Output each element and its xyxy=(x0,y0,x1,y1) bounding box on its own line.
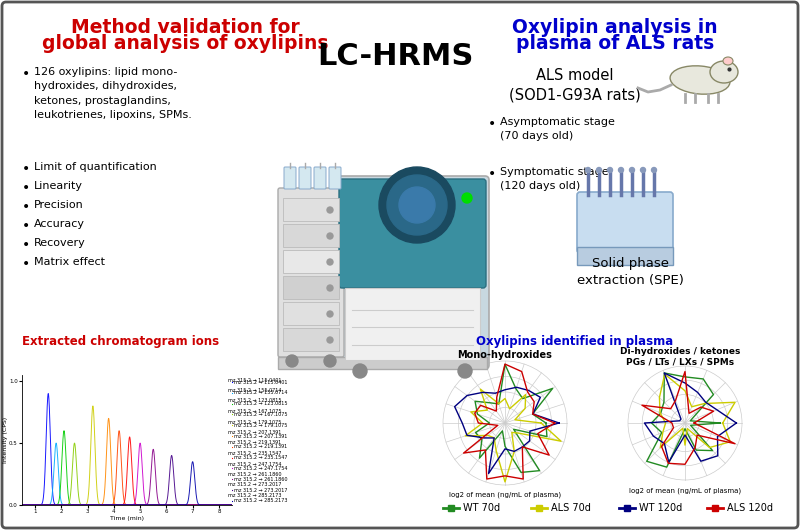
FancyBboxPatch shape xyxy=(329,167,341,189)
Text: Oxylipin analysis in: Oxylipin analysis in xyxy=(512,18,718,37)
Circle shape xyxy=(379,167,455,243)
Text: WT 70d: WT 70d xyxy=(463,503,500,513)
Text: mz 315.2 → 247.1754: mz 315.2 → 247.1754 xyxy=(234,466,287,471)
Text: mz 315.2 → 155.0714: mz 315.2 → 155.0714 xyxy=(228,388,282,393)
Text: mz 315.2 → 167.1075: mz 315.2 → 167.1075 xyxy=(234,412,287,417)
Text: ALS 120d: ALS 120d xyxy=(727,503,773,513)
Text: •: • xyxy=(22,219,30,233)
Text: mz 315.2 → 219.1391: mz 315.2 → 219.1391 xyxy=(234,444,287,449)
Text: mz 315.2 → 179.1075: mz 315.2 → 179.1075 xyxy=(228,420,282,425)
Ellipse shape xyxy=(710,61,738,83)
FancyBboxPatch shape xyxy=(314,167,326,189)
Text: Di-hydroxides / ketones
PGs / LTs / LXs / SPMs: Di-hydroxides / ketones PGs / LTs / LXs … xyxy=(620,347,740,366)
Circle shape xyxy=(399,187,435,223)
Text: •: • xyxy=(22,200,30,214)
Circle shape xyxy=(353,364,367,378)
FancyBboxPatch shape xyxy=(577,192,673,253)
Circle shape xyxy=(597,167,602,172)
FancyBboxPatch shape xyxy=(284,167,296,189)
Text: mz 315.2 → 273.2017: mz 315.2 → 273.2017 xyxy=(228,482,282,488)
Circle shape xyxy=(586,167,590,172)
Bar xyxy=(283,276,339,299)
Circle shape xyxy=(327,207,333,213)
Ellipse shape xyxy=(670,66,730,94)
Text: mz 315.2 → 155.0714: mz 315.2 → 155.0714 xyxy=(234,390,287,395)
Text: Asymptomatic stage
(70 days old): Asymptomatic stage (70 days old) xyxy=(500,117,615,141)
Text: global analysis of oxylipins: global analysis of oxylipins xyxy=(42,34,328,53)
Text: Solid phase
extraction (SPE): Solid phase extraction (SPE) xyxy=(577,257,683,287)
Text: •: • xyxy=(22,67,30,81)
Circle shape xyxy=(630,167,634,172)
Text: •: • xyxy=(488,167,496,181)
Text: WT 120d: WT 120d xyxy=(639,503,682,513)
Text: Mono-hydroxides: Mono-hydroxides xyxy=(458,350,553,360)
Circle shape xyxy=(286,355,298,367)
Text: mz 315.2 → 115.0401: mz 315.2 → 115.0401 xyxy=(228,377,282,383)
Ellipse shape xyxy=(723,57,733,65)
Text: mz 315.2 → 123.0815: mz 315.2 → 123.0815 xyxy=(234,401,287,406)
Text: Precision: Precision xyxy=(34,200,84,210)
Circle shape xyxy=(387,175,447,235)
Text: mz 315.2 → 219.1391: mz 315.2 → 219.1391 xyxy=(228,440,282,446)
Text: log2 of mean (ng/mL of plasma): log2 of mean (ng/mL of plasma) xyxy=(629,487,741,493)
X-axis label: Time (min): Time (min) xyxy=(110,516,144,520)
Circle shape xyxy=(327,311,333,317)
Text: plasma of ALS rats: plasma of ALS rats xyxy=(516,34,714,53)
Text: mz 315.2 → 261.1860: mz 315.2 → 261.1860 xyxy=(228,472,282,477)
Bar xyxy=(283,328,339,351)
Text: •: • xyxy=(22,257,30,271)
Bar xyxy=(283,224,339,247)
Text: mz 315.2 → 179.1075: mz 315.2 → 179.1075 xyxy=(234,423,287,428)
Text: Oxylipins identified in plasma: Oxylipins identified in plasma xyxy=(476,335,674,348)
Bar xyxy=(283,302,339,325)
Text: Matrix effect: Matrix effect xyxy=(34,257,105,267)
Circle shape xyxy=(458,364,472,378)
Text: mz 315.2 → 167.1075: mz 315.2 → 167.1075 xyxy=(228,409,282,414)
Text: Recovery: Recovery xyxy=(34,238,86,248)
Text: Accuracy: Accuracy xyxy=(34,219,85,229)
Text: ALS 70d: ALS 70d xyxy=(551,503,591,513)
Text: mz 315.2 → 123.0815: mz 315.2 → 123.0815 xyxy=(228,399,282,403)
Circle shape xyxy=(327,285,333,291)
Circle shape xyxy=(618,167,623,172)
Circle shape xyxy=(324,355,336,367)
Circle shape xyxy=(327,259,333,265)
Text: mz 315.2 → 247.1754: mz 315.2 → 247.1754 xyxy=(228,462,282,466)
Circle shape xyxy=(462,193,472,203)
Text: mz 315.2 → 235.1547: mz 315.2 → 235.1547 xyxy=(228,451,282,456)
Text: mz 315.2 → 285.2173: mz 315.2 → 285.2173 xyxy=(234,498,287,504)
FancyBboxPatch shape xyxy=(278,188,344,357)
Text: log2 of mean (ng/mL of plasma): log2 of mean (ng/mL of plasma) xyxy=(449,492,561,499)
Text: •: • xyxy=(22,181,30,195)
Circle shape xyxy=(651,167,657,172)
Text: •: • xyxy=(488,117,496,131)
Text: mz 315.2 → 207.1391: mz 315.2 → 207.1391 xyxy=(234,434,287,438)
Text: mz 315.2 → 261.1860: mz 315.2 → 261.1860 xyxy=(234,476,287,482)
FancyBboxPatch shape xyxy=(339,179,486,288)
Text: mz 315.2 → 285.2173: mz 315.2 → 285.2173 xyxy=(228,493,282,498)
Circle shape xyxy=(327,233,333,239)
Y-axis label: Intensity (CPS): Intensity (CPS) xyxy=(2,417,8,463)
Text: ALS model
(SOD1-G93A rats): ALS model (SOD1-G93A rats) xyxy=(509,68,641,103)
Bar xyxy=(577,247,673,265)
Bar xyxy=(278,357,487,369)
Circle shape xyxy=(327,337,333,343)
Text: LC-HRMS: LC-HRMS xyxy=(317,42,473,71)
Text: Limit of quantification: Limit of quantification xyxy=(34,162,157,172)
Text: Method validation for: Method validation for xyxy=(70,18,299,37)
Text: Symptomatic stage
(120 days old): Symptomatic stage (120 days old) xyxy=(500,167,609,191)
Text: Extracted chromatogram ions: Extracted chromatogram ions xyxy=(22,335,219,348)
Circle shape xyxy=(607,167,613,172)
Text: 126 oxylipins: lipid mono-
hydroxides, dihydroxides,
ketones, prostaglandins,
le: 126 oxylipins: lipid mono- hydroxides, d… xyxy=(34,67,192,120)
Text: mz 315.2 → 207.1391: mz 315.2 → 207.1391 xyxy=(228,430,282,435)
Text: •: • xyxy=(22,162,30,176)
Text: mz 315.2 → 273.2017: mz 315.2 → 273.2017 xyxy=(234,488,287,492)
FancyBboxPatch shape xyxy=(336,176,489,369)
FancyBboxPatch shape xyxy=(299,167,311,189)
Text: mz 315.2 → 115.0401: mz 315.2 → 115.0401 xyxy=(234,379,287,384)
Text: mz 315.2 → 235.1547: mz 315.2 → 235.1547 xyxy=(234,455,287,460)
Bar xyxy=(283,198,339,221)
Bar xyxy=(283,250,339,273)
Circle shape xyxy=(641,167,646,172)
